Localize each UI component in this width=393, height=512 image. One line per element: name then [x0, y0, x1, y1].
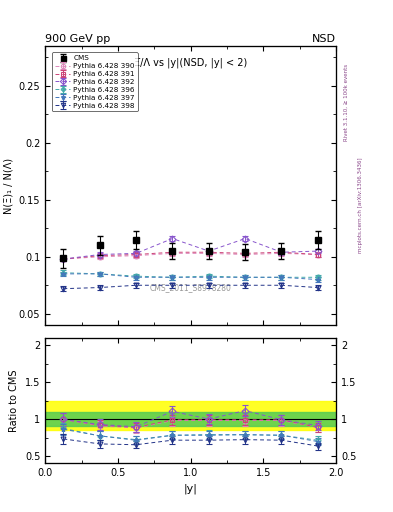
Text: mcplots.cern.ch [arXiv:1306.3436]: mcplots.cern.ch [arXiv:1306.3436]	[358, 157, 363, 252]
Text: 900 GeV pp: 900 GeV pp	[45, 33, 110, 44]
Y-axis label: Ratio to CMS: Ratio to CMS	[9, 369, 19, 432]
Bar	[45, 412, 336, 426]
Text: Rivet 3.1.10, ≥ 100k events: Rivet 3.1.10, ≥ 100k events	[344, 64, 349, 141]
Y-axis label: N(Ξ)₁ / N(Λ): N(Ξ)₁ / N(Λ)	[3, 158, 13, 214]
Text: CMS_2011_S8978280: CMS_2011_S8978280	[150, 283, 231, 292]
X-axis label: |y|: |y|	[184, 484, 198, 494]
Bar	[45, 400, 336, 430]
Legend: CMS, Pythia 6.428 390, Pythia 6.428 391, Pythia 6.428 392, Pythia 6.428 396, Pyt: CMS, Pythia 6.428 390, Pythia 6.428 391,…	[52, 53, 138, 112]
Text: Ξ̅/Λ vs |y|(NSD, |y| < 2): Ξ̅/Λ vs |y|(NSD, |y| < 2)	[134, 57, 247, 68]
Text: NSD: NSD	[312, 33, 336, 44]
